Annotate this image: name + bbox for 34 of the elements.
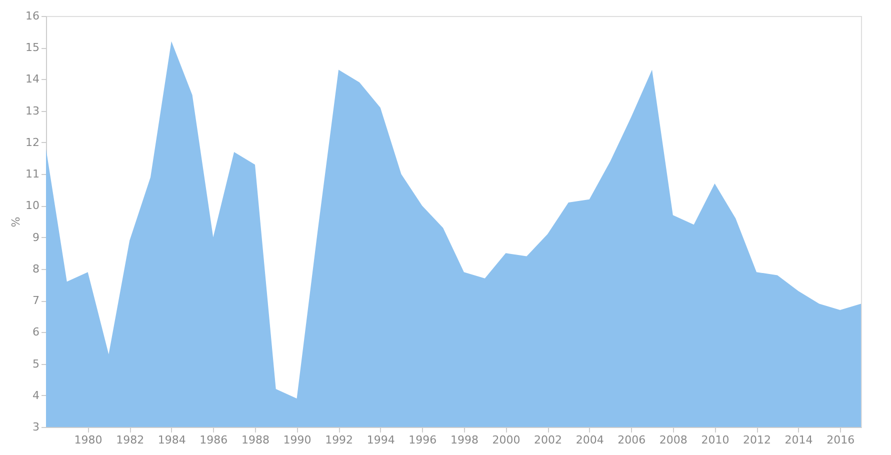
x-tick-label: 2012 — [743, 434, 772, 446]
y-tick-label: 14 — [26, 72, 40, 86]
y-tick-label: 13 — [26, 104, 40, 118]
x-tick-label: 1984 — [158, 434, 186, 446]
y-tick-label: 10 — [26, 199, 40, 212]
y-axis-title: % — [10, 216, 23, 228]
y-tick-label: 7 — [32, 294, 40, 308]
x-tick-label: 2004 — [576, 434, 604, 446]
y-tick-label: 11 — [26, 168, 40, 181]
x-tick-label: 1982 — [116, 434, 144, 446]
y-tick-label: 12 — [26, 136, 40, 149]
x-tick-label: 1996 — [408, 434, 437, 446]
x-tick-label: 1998 — [450, 434, 478, 446]
x-tick-label: 1992 — [325, 434, 354, 446]
x-tick-label: 1980 — [74, 434, 102, 446]
x-tick-label: 2014 — [784, 434, 813, 446]
x-tick-label: 2010 — [701, 434, 730, 446]
y-tick-label: 16 — [26, 10, 40, 22]
x-tick-label: 1986 — [200, 434, 228, 446]
x-tick-label: 1988 — [241, 434, 270, 446]
x-tick-label: 1994 — [366, 434, 395, 446]
x-tick-label: 2000 — [492, 434, 520, 446]
y-tick-label: 6 — [32, 326, 40, 339]
y-tick-label: 8 — [32, 262, 40, 276]
x-tick-label: 2016 — [826, 434, 855, 446]
x-tick-label: 2006 — [618, 434, 646, 446]
y-tick-label: 4 — [32, 388, 40, 402]
y-tick-label: 15 — [26, 41, 40, 54]
y-tick-label: 5 — [32, 357, 40, 370]
y-tick-label: 3 — [32, 420, 40, 434]
x-tick-label: 1990 — [283, 434, 312, 446]
x-tick-label: 2008 — [659, 434, 688, 446]
y-tick-label: 9 — [32, 230, 40, 244]
x-tick-label: 2002 — [534, 434, 562, 446]
